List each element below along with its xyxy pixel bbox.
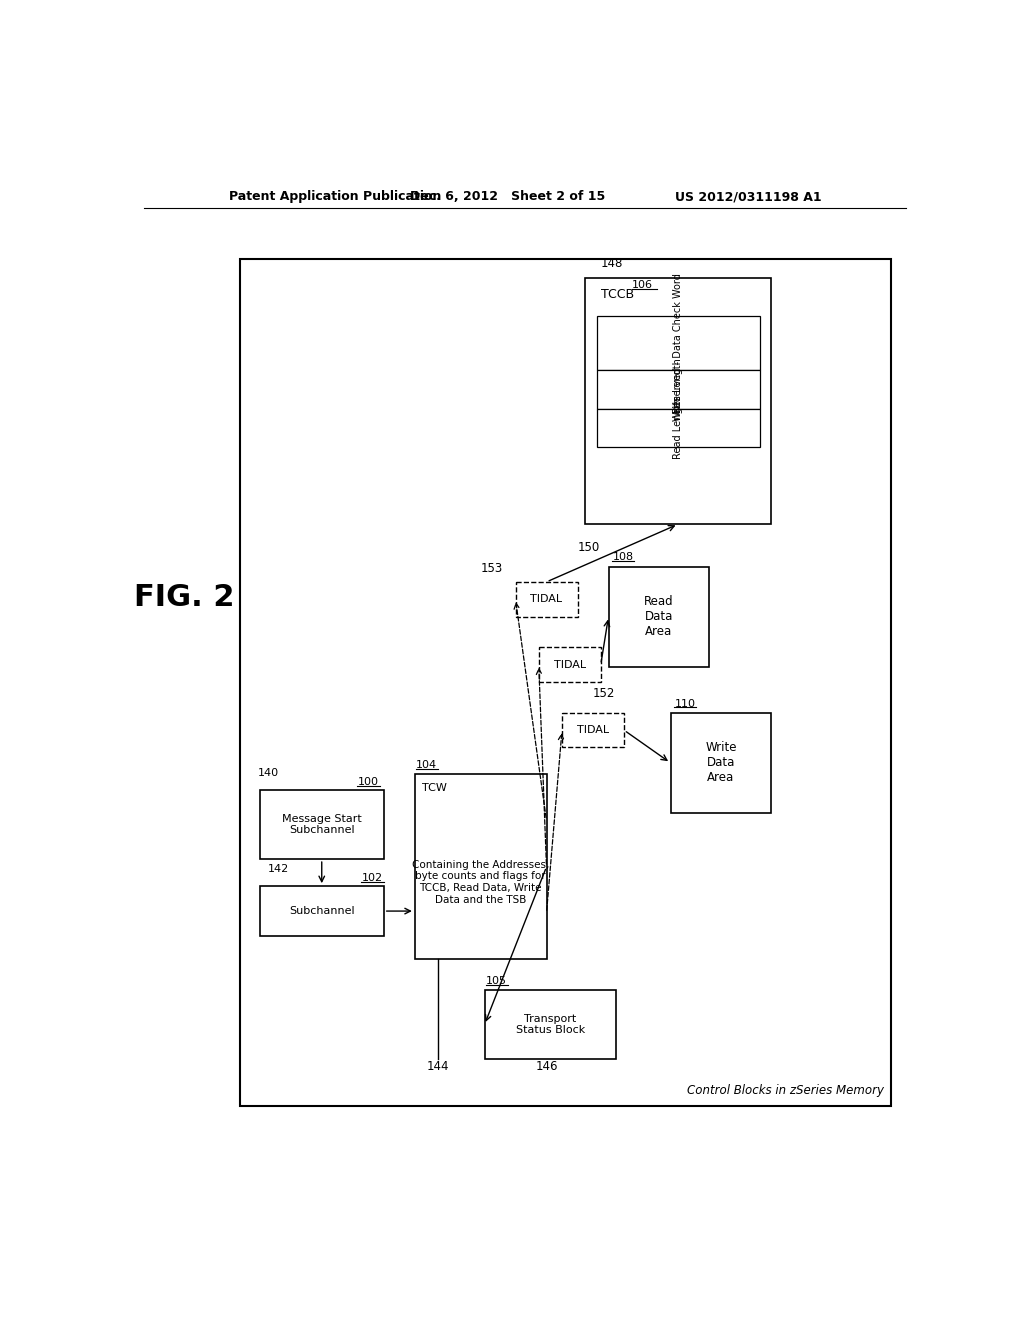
Text: 140: 140 [258,768,280,777]
Bar [608,566,710,667]
Bar [515,582,578,616]
Bar [484,990,616,1059]
Text: Write Length: Write Length [673,358,683,421]
Text: 150: 150 [578,541,600,554]
Text: Read
Data
Area: Read Data Area [644,595,674,638]
Text: Control Blocks in zSeries Memory: Control Blocks in zSeries Memory [687,1084,884,1097]
Text: 110: 110 [675,698,695,709]
Text: Dec. 6, 2012   Sheet 2 of 15: Dec. 6, 2012 Sheet 2 of 15 [411,190,605,203]
Text: Read Length: Read Length [673,397,683,459]
Text: TCW: TCW [423,783,447,793]
Text: TIDAL: TIDAL [554,660,586,669]
Bar [260,789,384,859]
Text: US 2012/0311198 A1: US 2012/0311198 A1 [675,190,821,203]
Text: 152: 152 [593,686,615,700]
Text: Write
Data
Area: Write Data Area [706,742,736,784]
Bar [260,886,384,936]
Text: 108: 108 [612,552,634,562]
Text: 148: 148 [601,257,624,271]
Text: Containing the Addresses,
byte counts and flags for
TCCB, Read Data, Write
Data : Containing the Addresses, byte counts an… [412,859,549,904]
Text: TCCB: TCCB [601,288,634,301]
Text: TIDAL: TIDAL [577,725,609,735]
Bar [241,259,891,1105]
Bar [586,277,771,524]
Text: 105: 105 [486,975,507,986]
Text: 102: 102 [361,874,383,883]
Text: 153: 153 [480,561,503,574]
Text: Transport
Status Block: Transport Status Block [516,1014,585,1035]
Text: Message Start
Subchannel: Message Start Subchannel [282,813,361,836]
Text: 142: 142 [267,865,289,874]
Bar [671,713,771,813]
Text: 100: 100 [357,777,379,787]
Text: 144: 144 [427,1060,450,1073]
Bar [597,317,760,370]
Bar [415,775,547,960]
Text: 146: 146 [536,1060,558,1073]
Bar [597,370,760,409]
Bar [539,647,601,682]
Bar [597,409,760,447]
Text: Subchannel: Subchannel [289,906,354,916]
Text: Reserved - Data Check Word: Reserved - Data Check Word [673,273,683,413]
Text: 104: 104 [417,760,437,770]
Text: FIG. 2: FIG. 2 [133,583,234,611]
Text: 106: 106 [632,280,652,290]
Text: TIDAL: TIDAL [530,594,562,605]
Text: Patent Application Publication: Patent Application Publication [228,190,441,203]
Bar [562,713,624,747]
